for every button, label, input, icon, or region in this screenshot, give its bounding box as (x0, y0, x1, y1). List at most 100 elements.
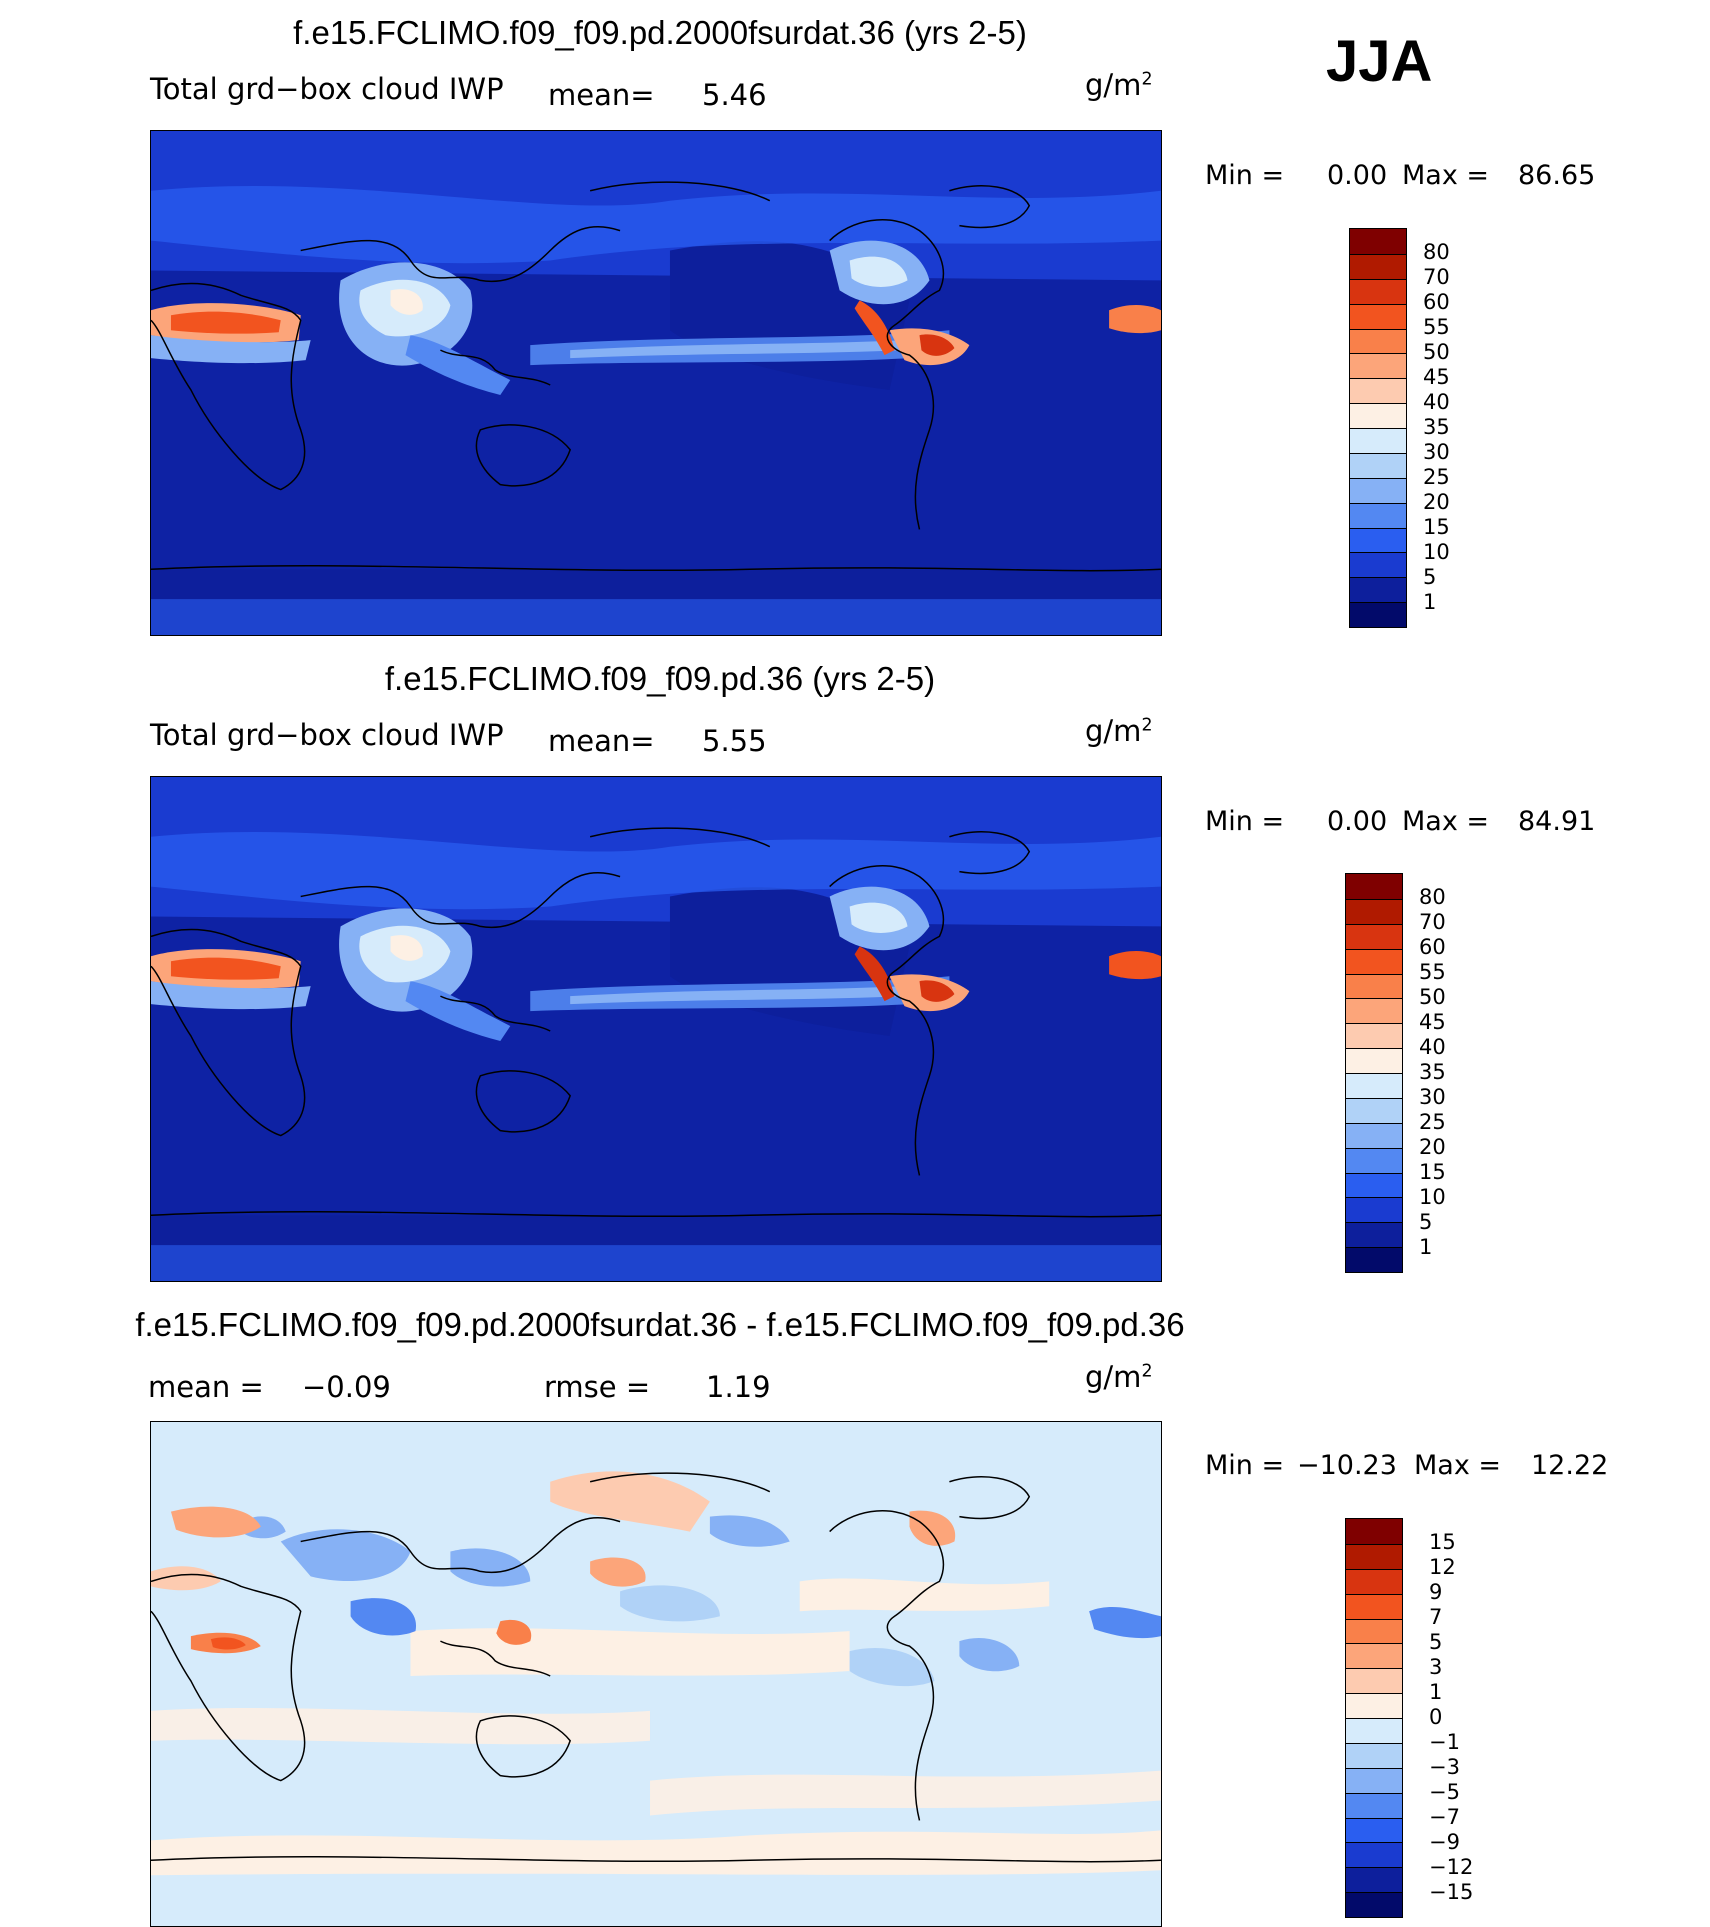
colorbar-tick-label: −5 (1429, 1780, 1460, 1804)
colorbar-cell (1346, 1247, 1402, 1272)
colorbar-cell (1346, 1568, 1402, 1594)
colorbar-cell (1346, 1097, 1402, 1123)
colorbar-cell (1346, 1693, 1402, 1718)
colorbar-cell (1346, 1892, 1402, 1917)
colorbar-cell (1350, 602, 1406, 627)
colorbar-cell (1350, 303, 1406, 329)
colorbar-tick-label: 5 (1419, 1210, 1433, 1234)
colorbar-tick-label: −7 (1429, 1805, 1460, 1829)
colorbar-tick-label: 55 (1419, 960, 1446, 984)
panel-2-colorbar (1345, 873, 1403, 1273)
panel-3-title: f.e15.FCLIMO.f09_f09.pd.2000fsurdat.36 -… (135, 1306, 1185, 1343)
panel-1-mean-label: mean= (548, 78, 655, 112)
colorbar-cell (1350, 253, 1406, 279)
colorbar-cell (1346, 1618, 1402, 1644)
panel-2-max-value: 84.91 (1518, 806, 1596, 837)
panel-2-min-value: 0.00 (1327, 806, 1388, 837)
colorbar-cell (1346, 1073, 1402, 1098)
colorbar-cell (1346, 923, 1402, 949)
panel-3-map-svg (151, 1422, 1161, 1926)
colorbar-cell (1346, 898, 1402, 924)
panel-3-max-label: Max = (1414, 1450, 1502, 1481)
colorbar-cell (1346, 973, 1402, 999)
colorbar-tick-label: 25 (1419, 1110, 1446, 1134)
colorbar-tick-label: 20 (1419, 1135, 1446, 1159)
panel-3-mean-label: mean = (148, 1370, 264, 1404)
colorbar-tick-label: 7 (1429, 1605, 1443, 1629)
colorbar-tick-label: 5 (1423, 565, 1437, 589)
colorbar-cell (1350, 428, 1406, 453)
colorbar-cell (1350, 502, 1406, 528)
panel-3-map (150, 1421, 1162, 1927)
colorbar-cell (1346, 1817, 1402, 1843)
colorbar-cell (1346, 874, 1402, 899)
colorbar-tick-label: 9 (1429, 1580, 1443, 1604)
colorbar-tick-label: 10 (1419, 1185, 1446, 1209)
colorbar-tick-label: 80 (1423, 240, 1450, 264)
panel-1-min-label: Min = (1205, 160, 1285, 191)
colorbar-cell (1346, 1792, 1402, 1818)
colorbar-tick-label: 45 (1423, 365, 1450, 389)
colorbar-cell (1350, 403, 1406, 428)
panel-1-max-value: 86.65 (1518, 160, 1596, 191)
colorbar-tick-label: 10 (1423, 540, 1450, 564)
panel-2-units: g/m2 (1085, 714, 1153, 748)
colorbar-tick-label: −3 (1429, 1755, 1460, 1779)
colorbar-tick-label: 50 (1419, 985, 1446, 1009)
colorbar-tick-label: 1 (1419, 1235, 1433, 1259)
colorbar-cell (1346, 1718, 1402, 1743)
colorbar-tick-label: 70 (1419, 910, 1446, 934)
colorbar-tick-label: 30 (1419, 1085, 1446, 1109)
panel-3-max-value: 12.22 (1531, 1450, 1609, 1481)
panel-3-units: g/m2 (1085, 1360, 1153, 1394)
colorbar-cell (1346, 1023, 1402, 1049)
colorbar-tick-label: 60 (1419, 935, 1446, 959)
colorbar-tick-label: 0 (1429, 1705, 1443, 1729)
panel-2-map-svg (151, 777, 1161, 1281)
colorbar-cell (1346, 1222, 1402, 1248)
colorbar-cell (1346, 1643, 1402, 1669)
colorbar-cell (1346, 1048, 1402, 1073)
season-label: JJA (1326, 29, 1433, 94)
colorbar-cell (1346, 1519, 1402, 1544)
colorbar-tick-label: 15 (1423, 515, 1450, 539)
colorbar-cell (1346, 1543, 1402, 1569)
colorbar-tick-label: 3 (1429, 1655, 1443, 1679)
panel-1-min-value: 0.00 (1327, 160, 1388, 191)
colorbar-cell (1346, 948, 1402, 974)
colorbar-tick-label: 55 (1423, 315, 1450, 339)
colorbar-cell (1350, 278, 1406, 304)
panel-1-mean-value: 5.46 (702, 78, 767, 112)
panel-1-map-svg (151, 131, 1161, 635)
panel-3-min-value: −10.23 (1297, 1450, 1397, 1481)
panel-1-title: f.e15.FCLIMO.f09_f09.pd.2000fsurdat.36 (… (293, 14, 1027, 51)
panel-3-colorbar (1345, 1518, 1403, 1918)
panel-2-mean-label: mean= (548, 724, 655, 758)
colorbar-tick-label: 15 (1419, 1160, 1446, 1184)
colorbar-tick-label: 15 (1429, 1530, 1456, 1554)
colorbar-tick-label: 1 (1429, 1680, 1443, 1704)
panel-3-rmse-value: 1.19 (706, 1370, 771, 1404)
colorbar-cell (1350, 527, 1406, 553)
colorbar-tick-label: 35 (1423, 415, 1450, 439)
colorbar-cell (1346, 1742, 1402, 1768)
colorbar-tick-label: −12 (1429, 1855, 1474, 1879)
panel-2-max-label: Max = (1402, 806, 1490, 837)
colorbar-cell (1346, 1593, 1402, 1619)
panel-3-min-label: Min = (1205, 1450, 1285, 1481)
colorbar-cell (1346, 1767, 1402, 1793)
colorbar-cell (1346, 1867, 1402, 1893)
colorbar-tick-label: 80 (1419, 885, 1446, 909)
colorbar-cell (1346, 1122, 1402, 1148)
colorbar-cell (1350, 378, 1406, 404)
colorbar-cell (1350, 452, 1406, 478)
colorbar-tick-label: 60 (1423, 290, 1450, 314)
colorbar-tick-label: 5 (1429, 1630, 1443, 1654)
panel-2-variable: Total grd−box cloud IWP (150, 718, 504, 752)
colorbar-tick-label: 1 (1423, 590, 1437, 614)
colorbar-cell (1350, 229, 1406, 254)
panel-2-mean-value: 5.55 (702, 724, 767, 758)
panel-2-map (150, 776, 1162, 1282)
panel-1-colorbar (1349, 228, 1407, 628)
colorbar-tick-label: 40 (1423, 390, 1450, 414)
